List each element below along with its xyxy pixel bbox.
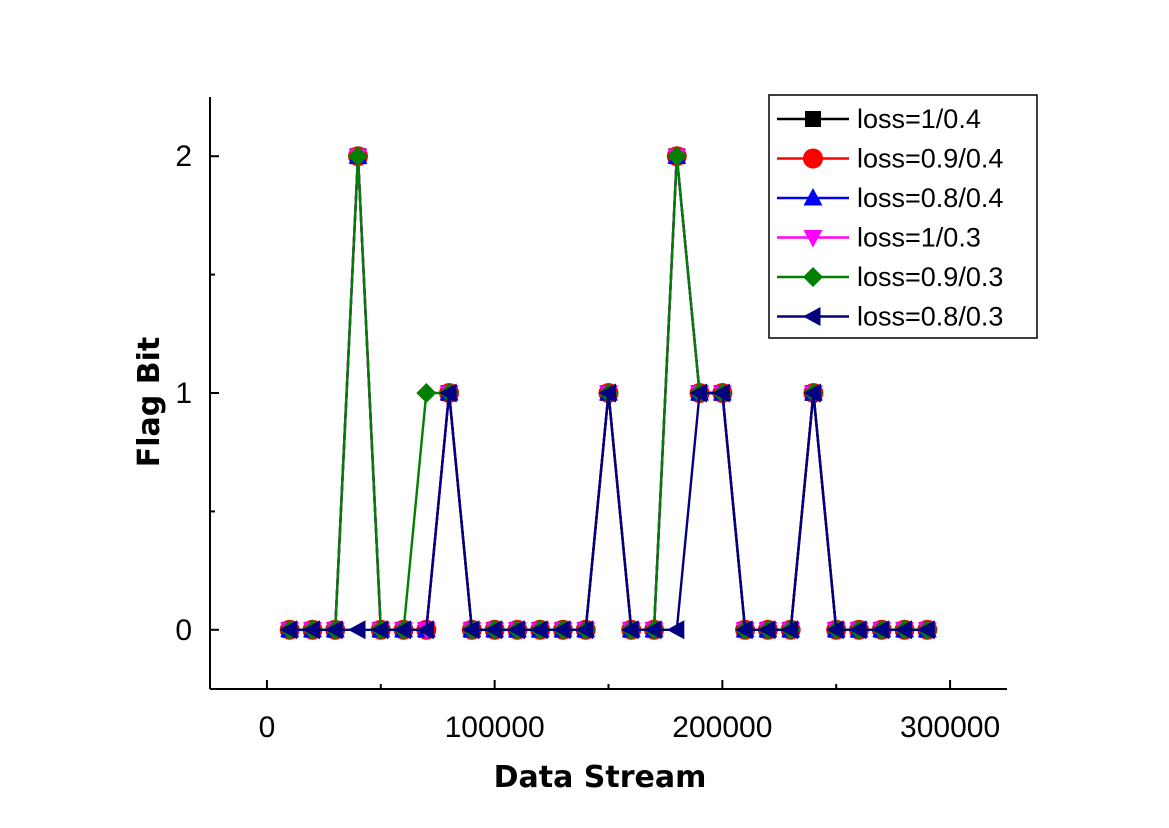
legend-label: loss=0.9/0.4 xyxy=(857,144,1003,174)
triangle-down-marker xyxy=(803,230,823,248)
triangle-left-marker xyxy=(712,383,730,403)
x-tick-label: 0 xyxy=(259,711,276,744)
y-tick-label: 1 xyxy=(175,377,192,410)
triangle-left-marker xyxy=(826,620,844,640)
square-marker xyxy=(805,111,821,127)
triangle-left-marker xyxy=(780,620,799,640)
triangle-left-marker xyxy=(917,620,935,640)
triangle-left-marker xyxy=(894,620,913,640)
triangle-left-marker xyxy=(507,620,525,640)
diamond-marker xyxy=(348,146,369,167)
legend-label: loss=1/0.4 xyxy=(857,104,981,134)
x-tick-label: 200000 xyxy=(672,711,772,744)
triangle-left-marker xyxy=(871,620,890,640)
series-line xyxy=(289,391,928,631)
triangle-left-marker xyxy=(621,620,639,640)
triangle-left-marker xyxy=(735,620,753,640)
triangle-left-marker xyxy=(689,383,708,403)
triangle-left-marker xyxy=(530,620,548,640)
legend-label: loss=0.9/0.3 xyxy=(857,262,1003,292)
legend-entry: loss=1/0.4 xyxy=(777,104,981,134)
legend-entry: loss=0.9/0.4 xyxy=(777,144,1003,174)
triangle-left-marker xyxy=(644,620,662,640)
triangle-left-marker xyxy=(461,620,480,640)
series-loss=0.8/0.3 xyxy=(279,383,935,640)
triangle-left-marker xyxy=(279,620,298,640)
triangle-left-marker xyxy=(370,620,389,640)
legend-entry: loss=0.8/0.3 xyxy=(777,302,1003,332)
triangle-left-marker xyxy=(757,620,776,640)
legend-label: loss=1/0.3 xyxy=(857,223,981,253)
diamond-marker xyxy=(416,383,437,403)
triangle-left-marker xyxy=(803,383,821,403)
tick-labels: 0 100000 200000 300000 0 1 2 xyxy=(175,140,1000,744)
triangle-left-marker xyxy=(666,620,685,640)
triangle-left-marker xyxy=(848,620,867,640)
x-tick-label: 100000 xyxy=(445,711,545,744)
circle-marker xyxy=(803,148,823,169)
diamond-marker xyxy=(666,146,687,167)
triangle-left-marker xyxy=(552,620,571,640)
legend-entry: loss=0.9/0.3 xyxy=(777,262,1003,292)
triangle-up-marker xyxy=(803,188,823,206)
triangle-left-marker xyxy=(416,620,434,640)
legend-entry: loss=0.8/0.4 xyxy=(777,183,1003,213)
x-tick-label: 300000 xyxy=(900,711,1000,744)
triangle-left-marker xyxy=(803,307,821,326)
triangle-left-marker xyxy=(598,383,616,403)
y-axis-title: Flag Bit xyxy=(132,337,167,467)
legend-label: loss=0.8/0.4 xyxy=(857,183,1003,213)
x-axis-title: Data Stream xyxy=(494,760,707,795)
legend-box xyxy=(768,94,1038,339)
y-tick-label: 2 xyxy=(175,140,192,173)
triangle-left-marker xyxy=(348,620,366,640)
triangle-left-marker xyxy=(575,620,594,640)
triangle-left-marker xyxy=(484,620,503,640)
triangle-left-marker xyxy=(302,620,320,640)
triangle-left-marker xyxy=(439,383,457,403)
y-tick-label: 0 xyxy=(175,614,192,647)
legend: loss=1/0.4 loss=0.9/0.4 loss=0.8/0.4 loss=1… xyxy=(768,94,1038,339)
plot-series xyxy=(279,146,938,640)
diamond-marker xyxy=(803,267,823,287)
triangle-left-marker xyxy=(325,620,343,640)
legend-entry: loss=1/0.3 xyxy=(777,223,981,253)
triangle-left-marker xyxy=(393,620,412,640)
legend-label: loss=0.8/0.3 xyxy=(857,302,1003,332)
